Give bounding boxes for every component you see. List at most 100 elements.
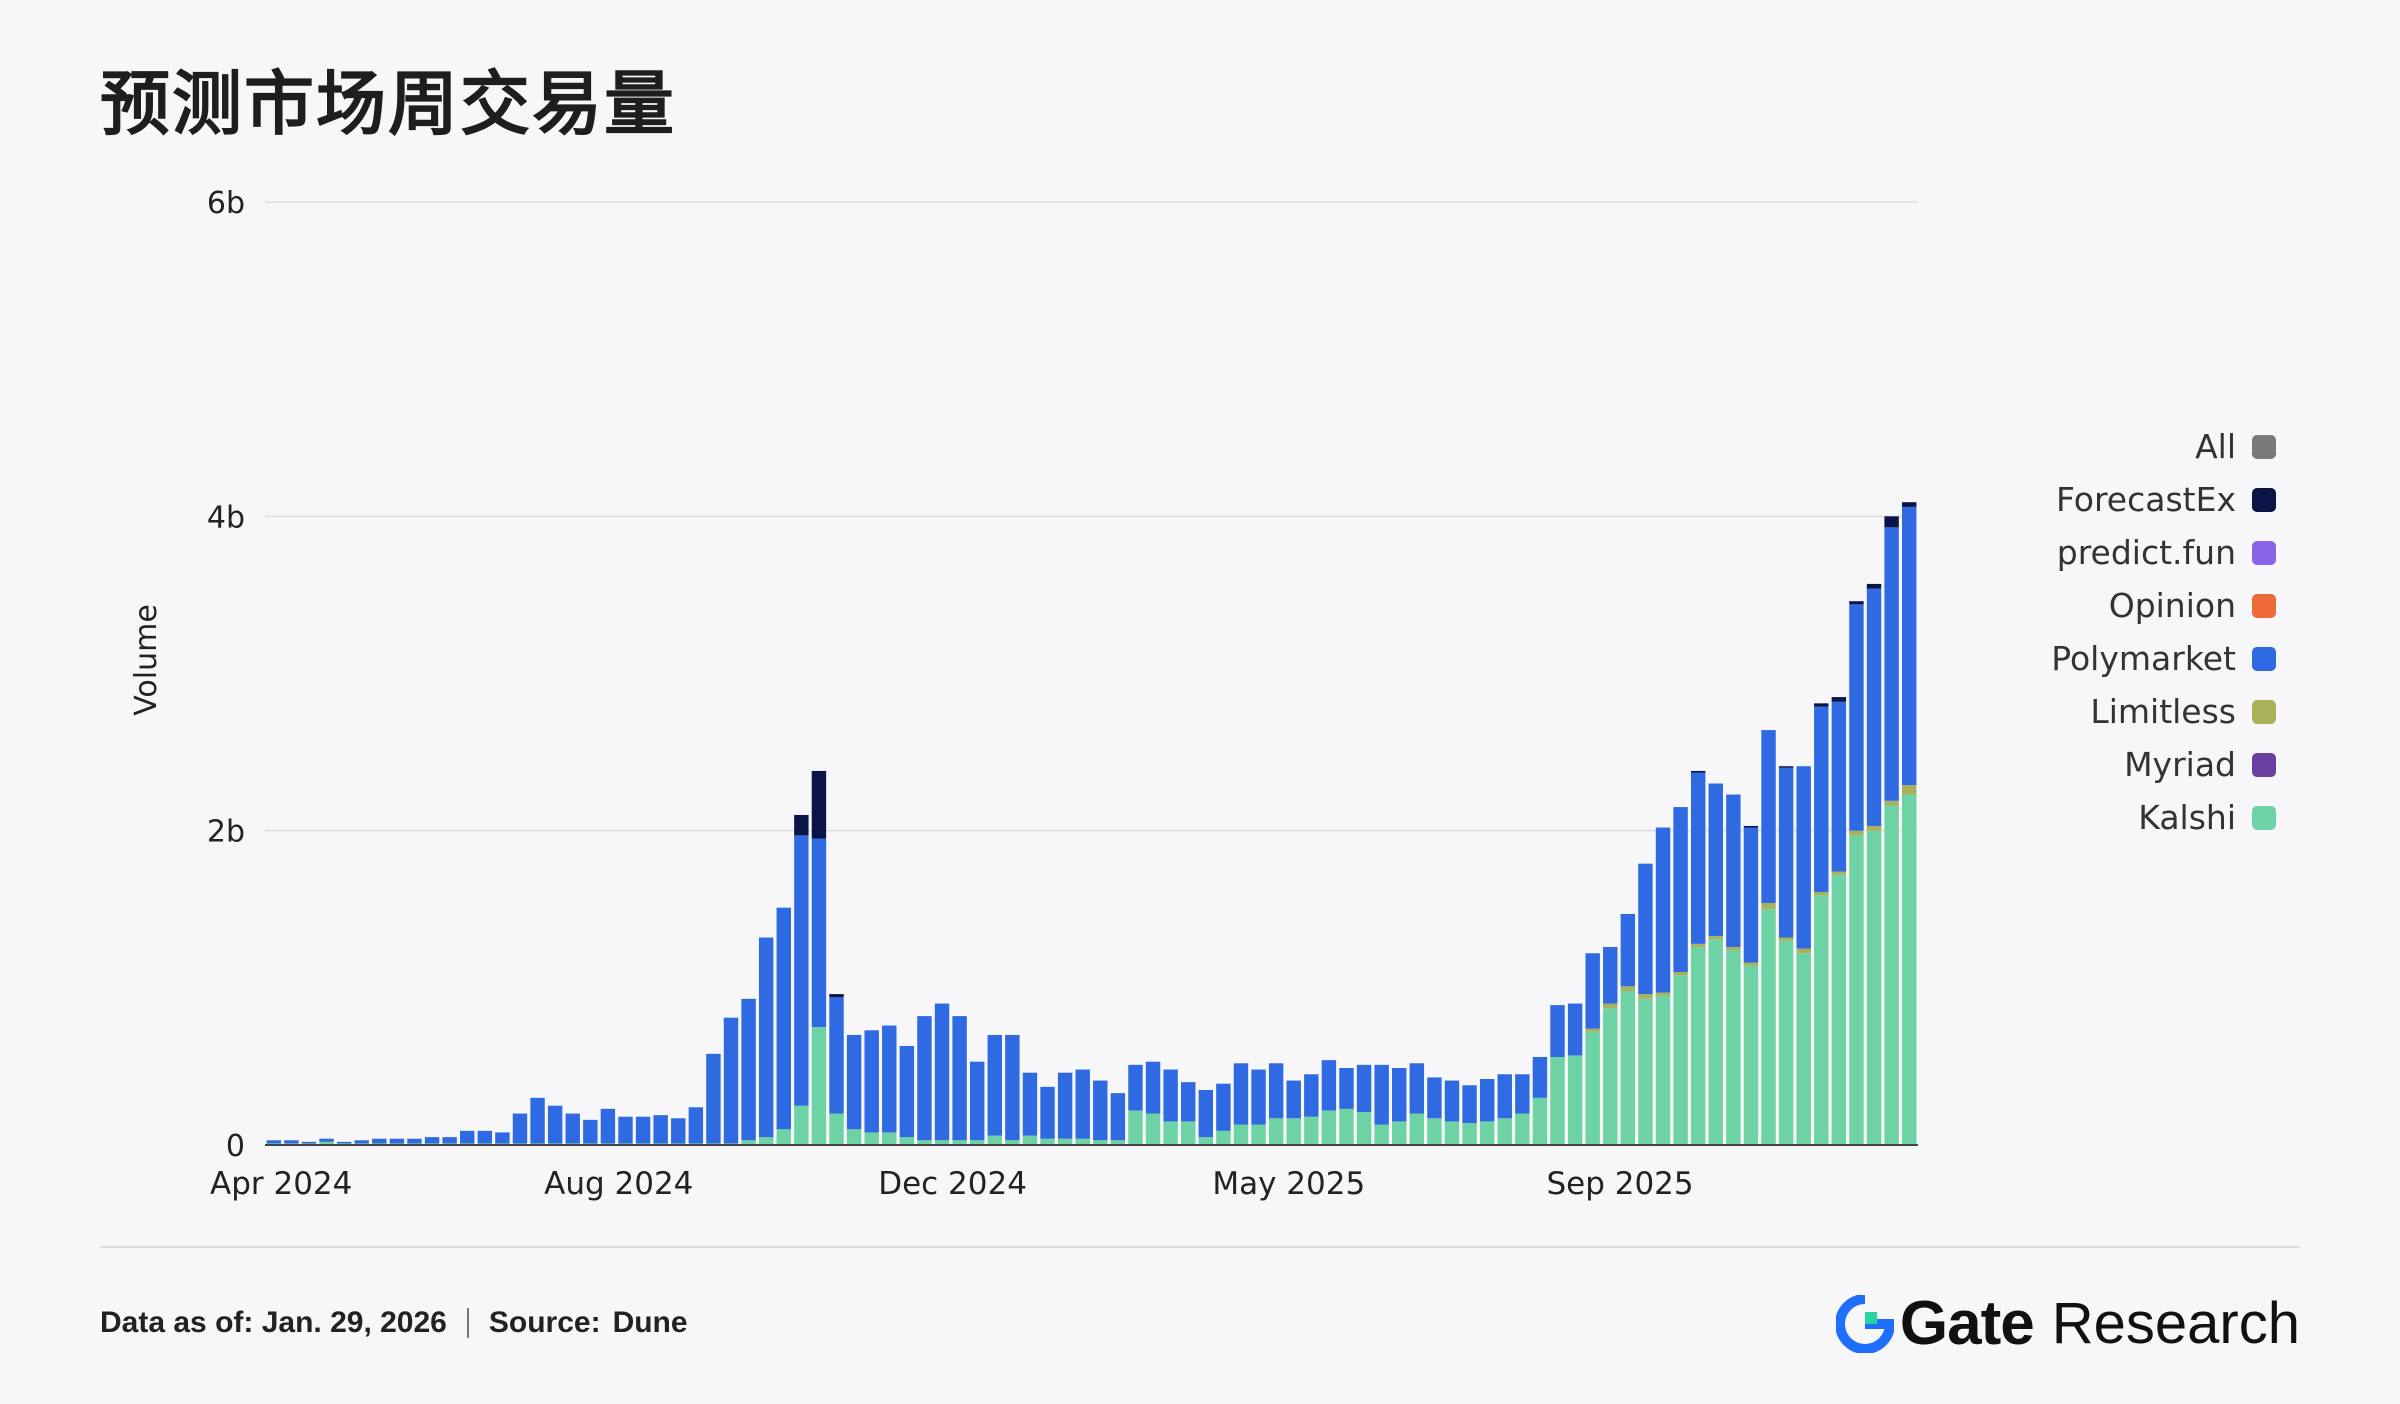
bar-segment-polymarket [565, 1113, 580, 1144]
legend: All ForecastEx predict.fun Opinion Polymarke… [2051, 420, 2276, 844]
bar-segment-polymarket [1409, 1063, 1425, 1114]
bar-segment-kalshi [1743, 965, 1759, 1145]
brand-sub: Research [2051, 1291, 2300, 1356]
bar-segment-limitless [1620, 986, 1636, 991]
bar-segment-polymarket [899, 1045, 915, 1138]
bar-segment-polymarket [1690, 772, 1706, 944]
bar-segment-polymarket [1093, 1080, 1108, 1141]
bar-segment-kalshi [1427, 1118, 1442, 1145]
bar-segment-forecastex [829, 994, 844, 998]
bar-segment-polymarket [1866, 588, 1882, 826]
bar-segment-polymarket [1392, 1067, 1407, 1122]
bar-segment-kalshi [1356, 1111, 1372, 1145]
legend-item[interactable]: Limitless [2051, 685, 2276, 738]
bar-segment-polymarket [653, 1115, 668, 1144]
legend-item[interactable]: ForecastEx [2051, 473, 2276, 526]
bar-segment-forecastex [1849, 601, 1864, 605]
bar-segment-polymarket [1374, 1064, 1389, 1125]
bar-segment-limitless [1866, 825, 1882, 831]
bar-segment-kalshi [1550, 1056, 1565, 1145]
bar-segment-polymarket [1567, 1003, 1583, 1056]
bar-segment-polymarket [1075, 1069, 1090, 1139]
bar-segment-kalshi [1655, 995, 1671, 1145]
bar-segment-kalshi [1532, 1097, 1548, 1145]
bar-segment-kalshi [1040, 1138, 1055, 1145]
bar-segment-polymarket [424, 1137, 440, 1144]
bar-segment-polymarket [1620, 913, 1636, 987]
bar-segment-limitless [1655, 992, 1671, 996]
bar-segment-polymarket [266, 1140, 281, 1144]
bar-segment-polymarket [547, 1105, 563, 1144]
bar-segment-forecastex [1831, 697, 1847, 702]
legend-item[interactable]: All [2051, 420, 2276, 473]
bar-segment-polymarket [1057, 1072, 1073, 1139]
grid-lines [265, 201, 1918, 832]
bar-segment-kalshi [1831, 874, 1847, 1145]
bar-segment-kalshi [1708, 939, 1723, 1145]
bar-segment-kalshi [1866, 830, 1882, 1145]
bar-segment-polymarket [1814, 706, 1829, 892]
bar-segment-polymarket [1550, 1005, 1565, 1057]
bar-segment-kalshi [987, 1135, 1002, 1145]
bar-segment-limitless [1690, 943, 1706, 947]
bar-segment-polymarket [1603, 946, 1618, 1004]
bar-segment-polymarket [530, 1097, 545, 1144]
y-tick-label: 6b [207, 186, 245, 221]
legend-item[interactable]: Kalshi [2051, 791, 2276, 844]
bar-segment-polymarket [1233, 1063, 1249, 1125]
bar-segment-polymarket [407, 1138, 422, 1144]
bar-segment-kalshi [882, 1132, 897, 1145]
x-tick-label: Sep 2025 [1546, 1166, 1693, 1202]
bar-segment-forecastex [1690, 770, 1706, 773]
bar-segment-polymarket [1585, 953, 1600, 1029]
x-tick-label: May 2025 [1212, 1166, 1365, 1202]
legend-swatch [2252, 434, 2276, 459]
legend-label: Myriad [2124, 745, 2236, 784]
bar-segment-kalshi [1128, 1110, 1143, 1145]
legend-label: Limitless [2090, 692, 2236, 731]
y-axis-ticks: 0 2b 4b 6b [207, 186, 245, 1164]
bar-segment-kalshi [1374, 1124, 1389, 1145]
bar-segment-polymarket [1356, 1064, 1372, 1112]
bar-segment-polymarket [495, 1132, 510, 1144]
bar-segment-kalshi [1620, 990, 1636, 1145]
legend-item[interactable]: Polymarket [2051, 632, 2276, 685]
bar-segment-polymarket [1479, 1078, 1495, 1122]
bar-segment-polymarket [319, 1138, 334, 1142]
bar-segment-polymarket [1163, 1069, 1178, 1122]
legend-item[interactable]: Opinion [2051, 579, 2276, 632]
bar-segment-kalshi [969, 1140, 985, 1146]
bar-segment-polymarket [442, 1137, 457, 1144]
bar-segment-kalshi [1796, 953, 1811, 1145]
bar-segment-limitless [1708, 935, 1723, 940]
bar-segment-kalshi [1110, 1140, 1126, 1146]
bar-segment-kalshi [1726, 950, 1741, 1145]
bar-segment-polymarket [917, 1016, 932, 1141]
bar-segment-polymarket [1040, 1086, 1055, 1139]
legend-swatch [2252, 540, 2276, 565]
bar-segment-polymarket [864, 1030, 879, 1133]
legend-label: All [2195, 427, 2236, 466]
bar-segment-limitless [1884, 800, 1899, 806]
bar-segment-limitless [1902, 785, 1917, 795]
bar-segment-forecastex [1778, 766, 1794, 768]
bar-segment-polymarket [1515, 1074, 1530, 1114]
legend-item[interactable]: predict.fun [2051, 526, 2276, 579]
bar-segment-kalshi [846, 1129, 862, 1145]
bar-segment-kalshi [1022, 1135, 1038, 1145]
legend-item[interactable]: Myriad [2051, 738, 2276, 791]
bar-segment-kalshi [1286, 1118, 1301, 1145]
bar-segment-polymarket [1831, 701, 1847, 872]
bar-segment-kalshi [1075, 1138, 1090, 1145]
legend-label: Opinion [2108, 586, 2236, 625]
bar-segment-kalshi [899, 1137, 915, 1145]
bar-segment-kalshi [319, 1141, 334, 1145]
bar-segment-polymarket [1198, 1089, 1214, 1138]
bar-segment-kalshi [1304, 1116, 1319, 1145]
bar-segment-polymarket [1638, 863, 1653, 995]
bar-segment-polymarket [671, 1118, 686, 1144]
bar-segment-polymarket [1655, 827, 1671, 993]
bar-segment-polymarket [1462, 1085, 1477, 1123]
bar-segment-polymarket [1444, 1080, 1460, 1122]
bar-segment-kalshi [1567, 1055, 1583, 1145]
